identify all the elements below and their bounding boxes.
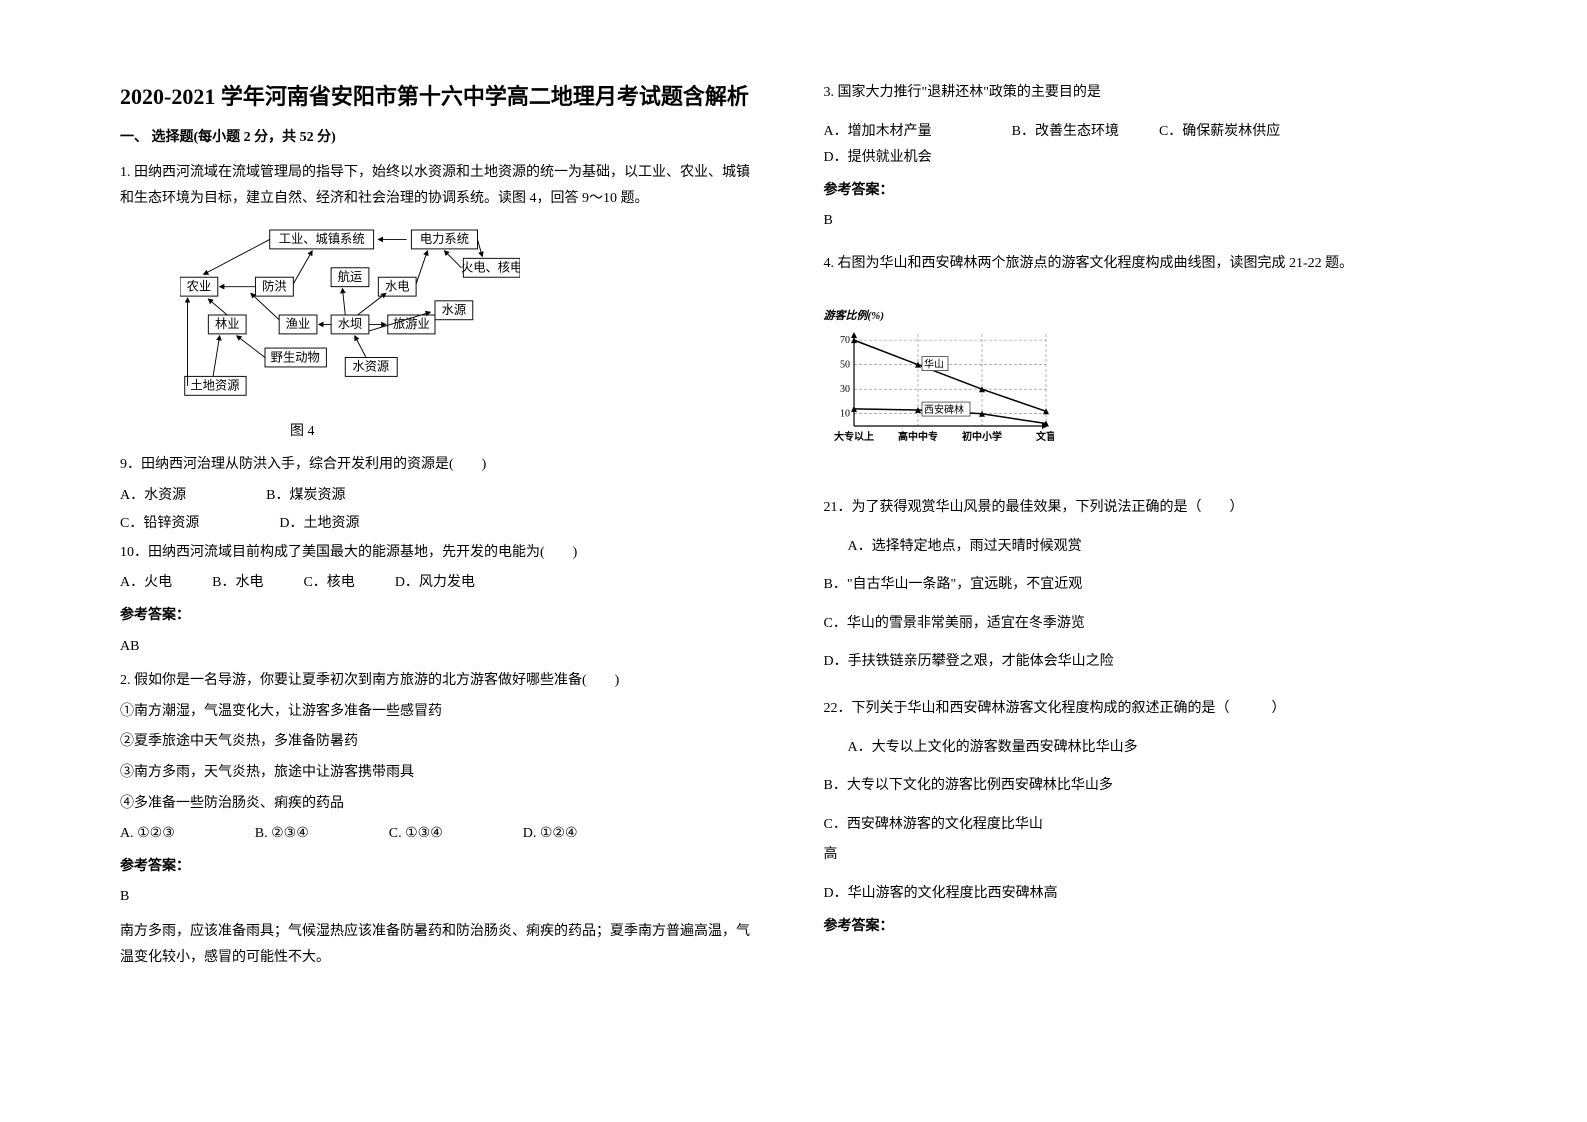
q2-o3: ③南方多雨，天气炎热，旅途中让游客携带雨具 bbox=[120, 760, 764, 787]
q4-q21-b: B．"自古华山一条路"，宜远眺，不宜近观 bbox=[824, 572, 1468, 599]
q3-opt-c: C．确保薪炭林供应 bbox=[1159, 119, 1280, 146]
q4-chart-svg: 10 30 50 70 大专以上 高中中专 初中小学 文盲 华山西安碑林 bbox=[824, 328, 1054, 458]
q4-q22-d: D．华山游客的文化程度比西安碑林高 bbox=[824, 881, 1468, 908]
q1-10-opt-d: D．风力发电 bbox=[395, 570, 475, 597]
q1-answer-label: 参考答案： bbox=[120, 603, 764, 630]
q1-diagram: 工业、城镇系统 电力系统 火电、核电 农业 防洪 航运 水电 水源 林业 渔业 … bbox=[180, 225, 520, 405]
box-dam: 水坝 bbox=[338, 317, 363, 331]
q4-q21-c: C．华山的雪景非常美丽，适宜在冬季游览 bbox=[824, 611, 1468, 638]
svg-text:50: 50 bbox=[840, 360, 850, 371]
q1-10-opt-a: A．火电 bbox=[120, 570, 172, 597]
q3-answer-label: 参考答案： bbox=[824, 178, 1468, 205]
q3-stem: 3. 国家大力推行"退耕还林"政策的主要目的是 bbox=[824, 80, 1468, 107]
box-water-res: 水资源 bbox=[352, 360, 389, 374]
q4-q21: 21．为了获得观赏华山风景的最佳效果，下列说法正确的是（ ） bbox=[824, 495, 1468, 522]
q2-o2: ②夏季旅途中天气炎热，多准备防暑药 bbox=[120, 729, 764, 756]
q2-opt-b: B. ②③④ bbox=[255, 821, 309, 848]
q1-10-opt-b: B．水电 bbox=[212, 570, 263, 597]
q3-opt-b: B．改善生态环境 bbox=[1012, 119, 1119, 146]
q2-opt-c: C. ①③④ bbox=[389, 821, 443, 848]
box-forestry: 林业 bbox=[215, 317, 240, 331]
svg-text:华山: 华山 bbox=[924, 358, 944, 371]
svg-text:30: 30 bbox=[840, 385, 850, 396]
q4-q21-d: D．手扶铁链亲历攀登之艰，才能体会华山之险 bbox=[824, 649, 1468, 676]
q1-9-opt-d: D．土地资源 bbox=[279, 511, 359, 538]
box-flood: 防洪 bbox=[262, 278, 287, 293]
q4-q22-a: A．大专以上文化的游客数量西安碑林比华山多 bbox=[824, 735, 1468, 762]
q1-diagram-caption: 图 4 bbox=[290, 419, 764, 446]
box-ind-town: 工业、城镇系统 bbox=[279, 232, 365, 246]
q2-opt-a: A. ①②③ bbox=[120, 821, 175, 848]
box-power: 电力系统 bbox=[420, 232, 469, 246]
box-wildlife: 野生动物 bbox=[271, 350, 320, 364]
q2-explain: 南方多雨，应该准备雨具；气候湿热应该准备防暑药和防治肠炎、痢疾的药品；夏季南方普… bbox=[120, 919, 764, 972]
page-title: 2020-2021 学年河南省安阳市第十六中学高二地理月考试题含解析 bbox=[120, 80, 764, 113]
q4-q22-c: C．西安碑林游客的文化程度比华山 bbox=[824, 812, 1468, 839]
q4-q22-b: B．大专以下文化的游客比例西安碑林比华山多 bbox=[824, 773, 1468, 800]
q4-chart: 游客比例(%) 10 30 50 70 大专以上 高中中专 初中小学 文盲 华山西安碑林 bbox=[824, 306, 1468, 469]
svg-text:10: 10 bbox=[840, 409, 850, 420]
svg-text:大专以上: 大专以上 bbox=[834, 430, 874, 443]
box-fishery: 渔业 bbox=[286, 317, 311, 331]
q4-q21-a: A．选择特定地点，雨过天晴时候观赏 bbox=[824, 534, 1468, 561]
q1-10-opt-c: C．核电 bbox=[303, 570, 354, 597]
q2-answer-label: 参考答案： bbox=[120, 854, 764, 881]
q1-sub9: 9．田纳西河治理从防洪入手，综合开发利用的资源是( ) bbox=[120, 452, 764, 479]
svg-text:初中小学: 初中小学 bbox=[962, 430, 1002, 443]
left-column: 2020-2021 学年河南省安阳市第十六中学高二地理月考试题含解析 一、 选择… bbox=[100, 80, 794, 1082]
q1-stem: 1. 田纳西河流域在流域管理局的指导下，始终以水资源和土地资源的统一为基础，以工… bbox=[120, 160, 764, 213]
q1-9-opt-c: C．铅锌资源 bbox=[120, 511, 199, 538]
q4-chart-ylabel: 游客比例(%) bbox=[824, 306, 1468, 327]
q4-stem: 4. 右图为华山和西安碑林两个旅游点的游客文化程度构成曲线图，读图完成 21-2… bbox=[824, 251, 1468, 278]
q4-answer-label: 参考答案： bbox=[824, 914, 1468, 941]
q1-sub10: 10．田纳西河流域目前构成了美国最大的能源基地，先开发的电能为( ) bbox=[120, 540, 764, 567]
svg-text:文盲: 文盲 bbox=[1036, 430, 1054, 443]
svg-text:西安碑林: 西安碑林 bbox=[924, 404, 964, 417]
q3-answer: B bbox=[824, 208, 1468, 235]
q2-o1: ①南方潮湿，气温变化大，让游客多准备一些感冒药 bbox=[120, 699, 764, 726]
q4-q22-c2: 高 bbox=[824, 842, 1468, 869]
box-agri: 农业 bbox=[187, 279, 212, 293]
q2-stem: 2. 假如你是一名导游，你要让夏季初次到南方旅游的北方游客做好哪些准备( ) bbox=[120, 668, 764, 695]
q2-o4: ④多准备一些防治肠炎、痢疾的药品 bbox=[120, 791, 764, 818]
q1-9-opt-a: A．水资源 bbox=[120, 483, 186, 510]
box-land-res: 土地资源 bbox=[190, 378, 239, 392]
box-hydro-nuclear: 火电、核电 bbox=[461, 260, 520, 274]
q2-answer: B bbox=[120, 884, 764, 911]
q2-opt-d: D. ①②④ bbox=[523, 821, 578, 848]
svg-text:高中中专: 高中中专 bbox=[898, 430, 938, 443]
q1-9-opt-b: B．煤炭资源 bbox=[266, 483, 345, 510]
q1-answer: AB bbox=[120, 634, 764, 661]
right-column: 3. 国家大力推行"退耕还林"政策的主要目的是 A．增加木材产量 B．改善生态环… bbox=[794, 80, 1488, 1082]
box-water-supply: 水源 bbox=[442, 303, 467, 317]
section-header: 一、 选择题(每小题 2 分，共 52 分) bbox=[120, 125, 764, 152]
q3-opt-d: D．提供就业机会 bbox=[824, 145, 932, 172]
box-shipping: 航运 bbox=[338, 269, 363, 284]
q4-q22: 22．下列关于华山和西安碑林游客文化程度构成的叙述正确的是（ ） bbox=[824, 696, 1468, 723]
box-tourism: 旅游业 bbox=[393, 317, 430, 331]
svg-text:70: 70 bbox=[840, 336, 850, 347]
box-hydropower: 水电 bbox=[385, 279, 410, 293]
q3-opt-a: A．增加木材产量 bbox=[824, 119, 932, 146]
